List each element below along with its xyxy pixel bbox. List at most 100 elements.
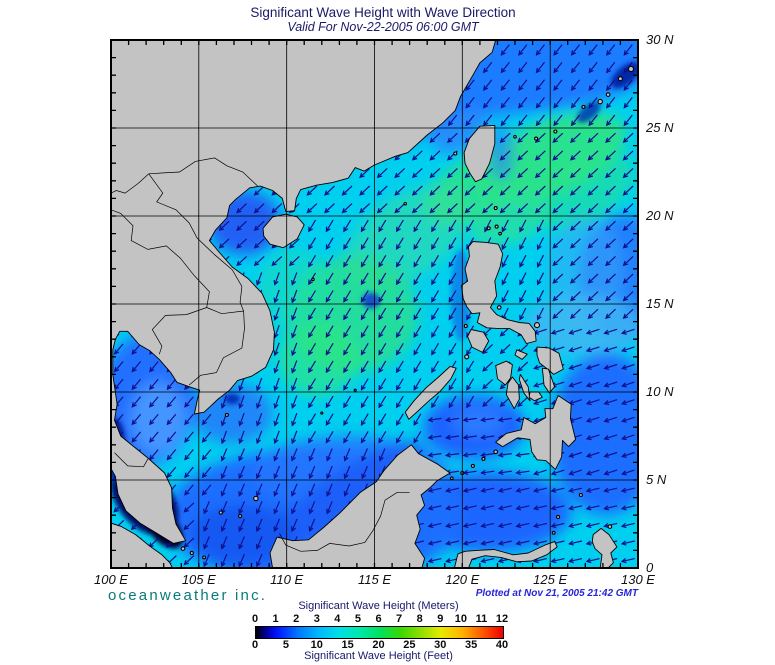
island-speck <box>496 305 502 310</box>
meters-tick-label: 3 <box>313 613 320 625</box>
country-borders <box>111 157 410 552</box>
lat-label: 10 N <box>646 384 674 399</box>
lon-label: 120 E <box>445 572 480 587</box>
island-speck <box>486 226 491 231</box>
island-speck <box>463 323 468 329</box>
legend-title-meters: Significant Wave Height (Meters) <box>298 600 459 612</box>
land-halmahera <box>591 527 618 568</box>
page-title: Significant Wave Height with Wave Direct… <box>250 5 516 20</box>
island-speck <box>578 492 583 498</box>
feet-tick-label: 0 <box>251 639 259 651</box>
island-speck <box>493 449 499 455</box>
island-speck <box>403 201 407 206</box>
island-speck <box>494 224 499 229</box>
island-speck <box>607 524 613 529</box>
land-palawan <box>404 366 457 420</box>
meters-tick-label: 7 <box>396 613 403 625</box>
lat-label: 30 N <box>646 32 674 47</box>
island-speck <box>481 456 486 461</box>
island-speck <box>513 134 517 139</box>
island-speck <box>551 530 556 535</box>
meters-tick-label: 11 <box>475 613 488 625</box>
island-speck <box>189 550 194 556</box>
land-sumatra <box>111 522 173 568</box>
island-speck <box>470 463 475 468</box>
oceanweather-logo: oceanweather inc. <box>108 587 268 604</box>
land-mindoro <box>467 329 490 353</box>
land-negros <box>505 376 520 410</box>
feet-tick-label: 10 <box>310 639 323 651</box>
island-speck <box>449 476 454 481</box>
island-speck <box>224 412 229 417</box>
island-speck <box>202 555 207 560</box>
island-speck <box>617 76 623 82</box>
grid-lines <box>111 40 638 568</box>
lon-label: 130 E <box>621 572 655 587</box>
valid-time-subtitle: Valid For Nov-22-2005 06:00 GMT <box>287 20 479 34</box>
land-mainland-asia <box>111 40 497 544</box>
island-speck <box>605 92 611 97</box>
island-speck <box>311 277 315 282</box>
feet-tick-label: 25 <box>403 639 416 651</box>
feet-tick-label: 20 <box>372 639 385 651</box>
lon-label: 110 E <box>270 572 304 587</box>
meters-tick-label: 6 <box>375 613 382 625</box>
island-speck <box>533 322 541 329</box>
feet-tick-label: 35 <box>465 639 478 651</box>
land-borneo <box>269 444 451 568</box>
land-panay <box>495 360 513 386</box>
feet-tick-label: 15 <box>341 639 354 651</box>
island-speck <box>320 411 324 415</box>
lon-label: 105 E <box>181 572 216 587</box>
feet-tick-label: 30 <box>434 639 447 651</box>
lat-label: 15 N <box>646 296 674 311</box>
map-frame <box>110 39 639 569</box>
meters-tick-label: 12 <box>495 613 509 625</box>
degree-ticks <box>111 40 638 568</box>
meters-tick-label: 9 <box>437 613 444 625</box>
legend-colorbar <box>255 626 504 639</box>
land-masbate <box>514 349 528 360</box>
meters-tick-label: 0 <box>251 613 259 625</box>
lat-label: 5 N <box>646 472 667 487</box>
land-sulawesi-north-arm <box>453 541 558 568</box>
lon-label: 115 E <box>357 572 391 587</box>
island-speck <box>464 354 470 360</box>
island-speck <box>453 151 458 156</box>
plotted-timestamp: Plotted at Nov 21, 2005 21:42 GMT <box>475 588 638 599</box>
island-speck <box>493 206 498 211</box>
lon-label: 125 E <box>533 572 568 587</box>
island-speck <box>581 104 586 109</box>
legend-title-feet: Significant Wave Height (Feet) <box>304 650 453 662</box>
meters-tick-label: 1 <box>272 613 279 625</box>
island-speck <box>253 495 259 502</box>
island-speck <box>353 388 357 392</box>
land-mindanao <box>495 395 577 470</box>
water-region-blobs <box>111 40 638 568</box>
legend-meters-ticks: 0 1 2 3 4 5 6 7 8 9 10 11 12 <box>252 613 508 625</box>
land-taiwan <box>463 124 496 183</box>
lat-label: 25 N <box>646 120 674 135</box>
island-speck <box>534 136 539 141</box>
island-speck <box>627 65 635 73</box>
meters-tick-label: 4 <box>334 613 341 625</box>
lat-label: 0 <box>646 560 654 575</box>
meters-tick-label: 2 <box>293 613 300 625</box>
island-speck <box>180 546 186 551</box>
meters-tick-label: 10 <box>454 613 467 625</box>
meters-tick-label: 5 <box>354 613 361 625</box>
lat-label: 20 N <box>646 208 674 223</box>
land-hainan <box>262 213 305 249</box>
island-speck <box>218 510 223 515</box>
island-speck <box>238 514 243 519</box>
meters-tick-label: 8 <box>416 613 423 625</box>
island-speck <box>597 98 603 105</box>
island-speck <box>556 514 561 520</box>
feet-tick-label: 40 <box>495 639 509 651</box>
island-speck <box>553 129 558 134</box>
land-masses <box>111 40 635 568</box>
land-cebu <box>518 373 531 402</box>
feet-tick-label: 5 <box>282 639 289 651</box>
legend-feet-ticks: 0 5 10 15 20 25 30 35 40 <box>252 639 508 651</box>
